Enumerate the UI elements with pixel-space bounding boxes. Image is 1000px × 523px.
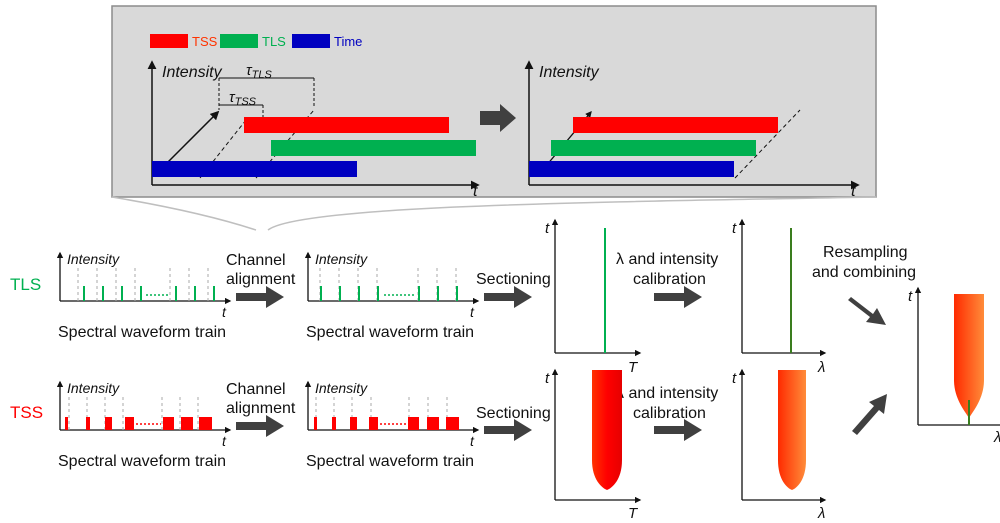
- label-calibration-line2: calibration: [633, 405, 706, 422]
- arrow-calibration-tss: [654, 419, 702, 441]
- label-resampling-line2: and combining: [812, 264, 916, 281]
- axis-t-label: t: [732, 370, 737, 387]
- axis-lambda-label: λ: [817, 505, 825, 522]
- waveform-caption: Spectral waveform train: [306, 453, 474, 470]
- axis-t-label: t: [732, 220, 737, 237]
- waveform-tss-raw: Intensity t Spectral waveform train: [56, 380, 232, 470]
- arrow-combine-bottom: [852, 394, 887, 435]
- inset-left-plot: Intensity t τTLS τTSS: [147, 60, 480, 200]
- sectioned-plot-tls: t T: [545, 218, 642, 376]
- label-resampling-line1: Resampling: [823, 244, 907, 261]
- inset-right-bar-time: [529, 161, 734, 177]
- arrow-channel-alignment-tss: [236, 415, 284, 437]
- arrow-sectioning-tls: [484, 286, 532, 308]
- legend-swatch-time: [292, 34, 330, 48]
- axis-t-label: t: [908, 288, 913, 305]
- waveform-xlabel: t: [222, 433, 227, 449]
- waveform-caption: Spectral waveform train: [306, 324, 474, 341]
- arrow-sectioning-tss: [484, 419, 532, 441]
- inset-right-plot: Intensity t: [524, 60, 860, 200]
- waveform-xlabel: t: [222, 304, 227, 320]
- waveform-tss-aligned: Intensity t Spectral waveform train: [304, 380, 480, 470]
- axis-T-label: T: [628, 359, 639, 376]
- inset-left-bar-tss: [244, 117, 449, 133]
- sectioned-plot-tss: t T: [545, 368, 642, 522]
- tss-trace-calibrated: [778, 370, 806, 490]
- axis-lambda-label: λ: [817, 359, 825, 376]
- label-calibration-line1: λ and intensity: [616, 385, 718, 402]
- axis-t-label: t: [545, 370, 550, 387]
- axis-t-label: t: [545, 220, 550, 237]
- inset-left-xlabel: t: [473, 183, 478, 200]
- inset-right-bar-tls: [551, 140, 756, 156]
- waveform-caption: Spectral waveform train: [58, 453, 226, 470]
- inset-right-ylabel: Intensity: [539, 64, 600, 81]
- label-channel-alignment-line1: Channel: [226, 381, 286, 398]
- waveform-ylabel: Intensity: [67, 251, 120, 267]
- inset-right-xlabel: t: [851, 183, 856, 200]
- inset-left-ylabel: Intensity: [162, 64, 223, 81]
- waveform-ylabel: Intensity: [315, 251, 368, 267]
- waveform-tls-aligned: Intensity t Spectral waveform train: [304, 251, 480, 341]
- waveform-xlabel: t: [470, 304, 475, 320]
- inset-left-bar-tls: [271, 140, 476, 156]
- label-calibration-line2: calibration: [633, 271, 706, 288]
- inset-panel: TSS TLS Time Intensity t τTLS τTSS: [111, 5, 877, 231]
- legend-swatch-tls: [220, 34, 258, 48]
- legend-label-time: Time: [334, 34, 362, 49]
- waveform-tls-raw: Intensity t Spectral waveform train: [56, 251, 232, 341]
- row-label-tls: TLS: [10, 275, 41, 294]
- axis-lambda-label: λ: [993, 429, 1000, 446]
- label-sectioning: Sectioning: [476, 271, 551, 288]
- combined-tss-trace: [954, 294, 984, 418]
- waveform-xlabel: t: [470, 433, 475, 449]
- row-label-tss: TSS: [10, 403, 43, 422]
- legend-label-tls: TLS: [262, 34, 286, 49]
- label-channel-alignment-line1: Channel: [226, 252, 286, 269]
- combined-plot: t λ: [908, 286, 1000, 446]
- tss-trace: [592, 370, 622, 490]
- legend-label-tss: TSS: [192, 34, 218, 49]
- axis-T-label: T: [628, 505, 639, 522]
- inset-left-bar-time: [152, 161, 357, 177]
- label-sectioning: Sectioning: [476, 405, 551, 422]
- label-channel-alignment-line2: alignment: [226, 400, 296, 417]
- arrow-combine-top: [848, 297, 886, 325]
- label-calibration-line1: λ and intensity: [616, 251, 718, 268]
- legend: TSS TLS Time: [150, 34, 362, 49]
- calibrated-plot-tss: t λ: [732, 368, 827, 522]
- label-channel-alignment-line2: alignment: [226, 271, 296, 288]
- arrow-calibration-tls: [654, 286, 702, 308]
- waveform-caption: Spectral waveform train: [58, 324, 226, 341]
- waveform-ylabel: Intensity: [67, 380, 120, 396]
- waveform-ylabel: Intensity: [315, 380, 368, 396]
- inset-arrow: [480, 104, 516, 132]
- legend-swatch-tss: [150, 34, 188, 48]
- arrow-channel-alignment-tls: [236, 286, 284, 308]
- inset-right-bar-tss: [573, 117, 778, 133]
- calibrated-plot-tls: t λ: [732, 218, 827, 376]
